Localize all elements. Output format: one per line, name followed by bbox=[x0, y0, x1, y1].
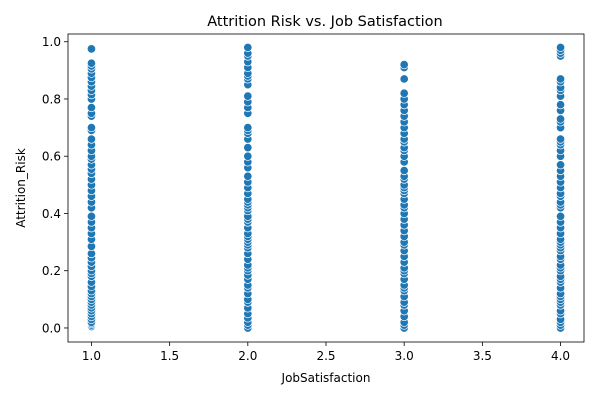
data-point bbox=[86, 211, 96, 221]
y-tick-label: 0.0 bbox=[42, 321, 61, 335]
y-tick-label: 0.4 bbox=[42, 207, 61, 221]
data-point bbox=[86, 103, 96, 113]
x-axis-ticks: 1.0 1.5 2.0 2.5 3.0 3.5 4.0 bbox=[82, 342, 570, 363]
data-point bbox=[243, 123, 253, 133]
data-point bbox=[399, 60, 409, 70]
data-point bbox=[243, 91, 253, 101]
data-point bbox=[555, 114, 566, 124]
y-tick-label: 0.8 bbox=[42, 92, 61, 106]
data-point bbox=[243, 151, 253, 161]
chart-title: Attrition Risk vs. Job Satisfaction bbox=[207, 14, 442, 30]
scatter-points bbox=[86, 42, 566, 333]
x-tick-label: 2.5 bbox=[316, 349, 335, 363]
x-tick-label: 4.0 bbox=[551, 349, 570, 363]
x-tick-label: 3.5 bbox=[473, 349, 492, 363]
data-point bbox=[243, 171, 253, 181]
data-point bbox=[399, 74, 409, 84]
data-point bbox=[555, 42, 566, 52]
x-tick-label: 3.0 bbox=[395, 349, 414, 363]
data-point bbox=[86, 58, 96, 68]
data-point bbox=[86, 44, 96, 54]
x-tick-label: 1.0 bbox=[82, 349, 101, 363]
y-tick-label: 0.2 bbox=[42, 264, 61, 278]
data-point bbox=[555, 74, 566, 84]
data-point bbox=[555, 160, 566, 170]
data-point bbox=[399, 165, 409, 176]
data-point bbox=[555, 100, 566, 110]
y-tick-label: 0.6 bbox=[42, 150, 61, 164]
x-tick-label: 2.0 bbox=[238, 349, 257, 363]
data-point bbox=[243, 42, 253, 52]
y-axis-title: Attrition_Risk bbox=[14, 148, 28, 228]
y-tick-label: 1.0 bbox=[42, 35, 61, 49]
data-point bbox=[555, 134, 566, 144]
data-point bbox=[399, 88, 409, 98]
data-point bbox=[555, 211, 566, 221]
data-point bbox=[243, 143, 253, 153]
x-tick-label: 1.5 bbox=[160, 349, 179, 363]
data-point bbox=[86, 123, 96, 133]
x-axis-title: JobSatisfaction bbox=[281, 371, 371, 385]
y-axis-ticks: 0.0 0.2 0.4 0.6 0.8 1.0 bbox=[42, 35, 68, 335]
data-point bbox=[86, 134, 96, 144]
